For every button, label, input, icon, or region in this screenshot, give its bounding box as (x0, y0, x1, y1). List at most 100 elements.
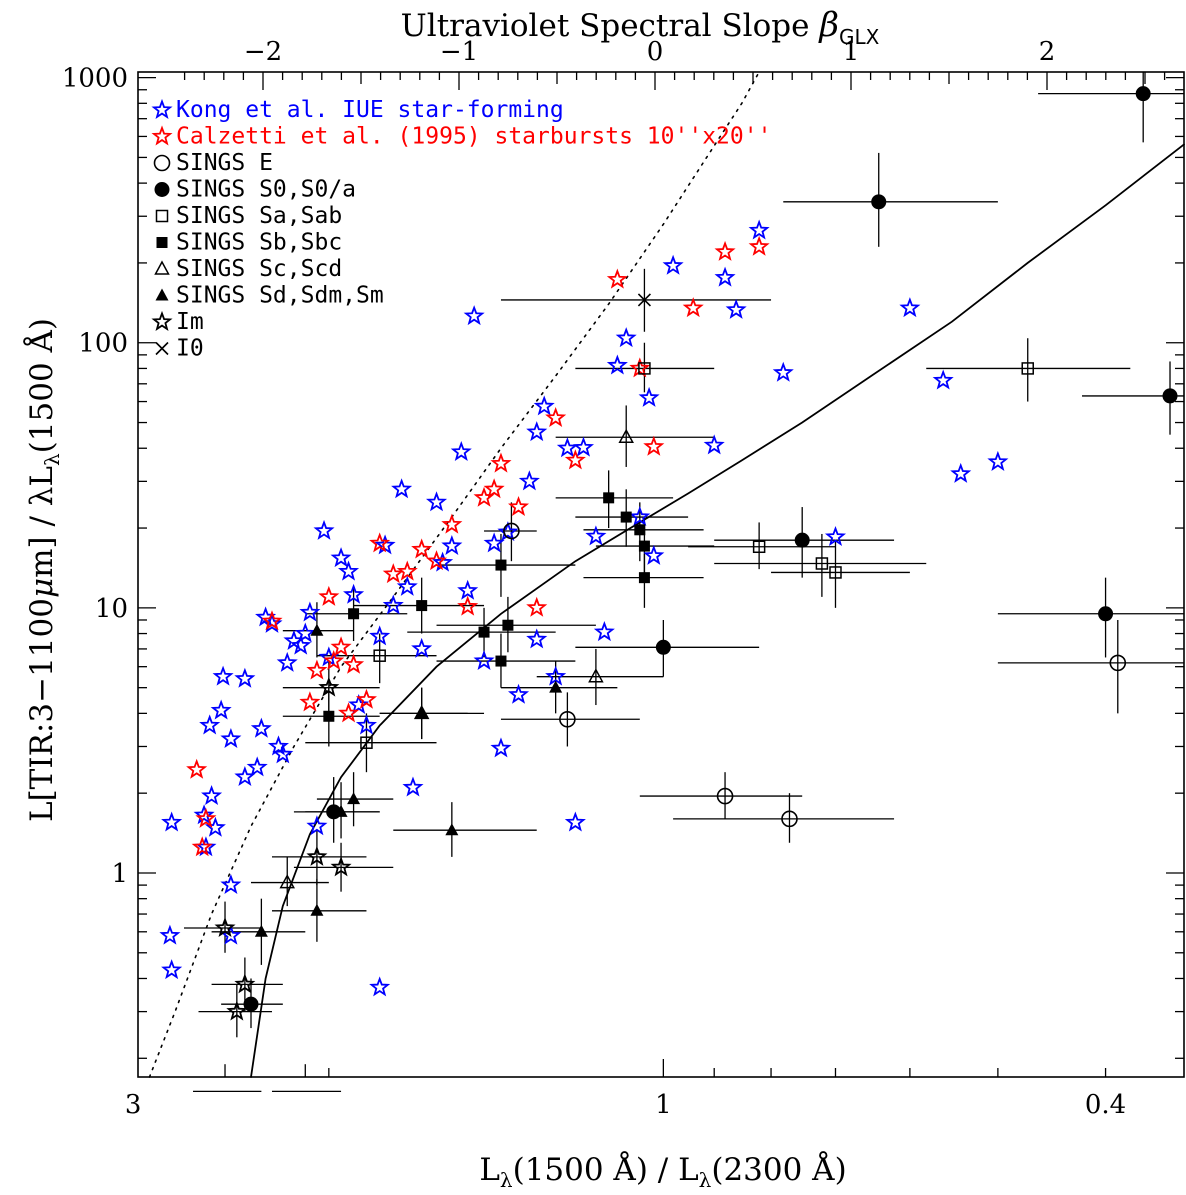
solid-model-curve (250, 143, 1185, 1078)
data-point-kong (497, 521, 519, 542)
legend-marker-sa (155, 209, 169, 223)
data-point-s0 (1162, 388, 1178, 404)
data-point-kong (725, 298, 747, 319)
data-point-kong (402, 776, 424, 797)
data-point-calzetti (490, 452, 512, 473)
data-point-im (306, 845, 328, 866)
data-point-kong (526, 421, 548, 442)
data-point-kong (272, 743, 294, 764)
data-point-kong (490, 737, 512, 758)
data-point-e (781, 810, 798, 828)
y-tick-label: 10 (95, 594, 128, 624)
data-point-sc (279, 874, 296, 889)
legend-marker-sd (155, 288, 169, 301)
data-point-e (503, 522, 520, 540)
data-point-calzetti (629, 357, 651, 378)
data-point-kong (950, 462, 972, 483)
data-point-kong (629, 505, 651, 527)
data-point-calzetti (682, 297, 704, 318)
data-point-calzetti (343, 653, 365, 674)
data-point-kong (382, 594, 404, 615)
data-point-calzetti (441, 513, 463, 534)
data-point-kong (199, 714, 221, 735)
top-tick-label: 0 (647, 37, 664, 67)
top-tick-label: 2 (1039, 37, 1056, 67)
data-point-kong (572, 436, 595, 457)
data-point-sb (495, 559, 507, 571)
data-point-kong (473, 649, 495, 671)
data-point-sc (588, 668, 604, 683)
data-point-calzetti (355, 688, 377, 709)
data-point-kong (564, 811, 586, 832)
data-point-kong (411, 637, 433, 658)
data-point-im (234, 973, 256, 994)
data-point-kong (585, 525, 607, 546)
top-tick-label: −2 (244, 37, 282, 67)
data-point-kong (432, 551, 454, 572)
legend-label-sd: SINGS Sd,Sdm,Sm (176, 283, 384, 309)
data-point-calzetti (425, 550, 448, 571)
data-point-kong (772, 361, 794, 382)
data-point-kong (615, 327, 637, 348)
data-point-kong (518, 470, 540, 491)
data-point-e (559, 710, 576, 728)
data-point-e (1109, 654, 1127, 672)
data-point-sb (323, 710, 335, 722)
data-point-kong (212, 665, 234, 686)
y-tick-label: 1 (111, 859, 128, 889)
legend-marker-i0 (155, 341, 169, 356)
data-point-kong (343, 583, 365, 604)
data-point-calzetti (186, 758, 208, 779)
data-point-kong (234, 667, 256, 688)
data-point-sb (634, 524, 646, 536)
data-point-kong (606, 354, 628, 375)
data-point-calzetti (318, 585, 340, 606)
data-point-im (330, 856, 352, 877)
legend-marker-calzetti (151, 125, 173, 146)
data-point-kong (463, 305, 485, 326)
legend-label-sc: SINGS Sc,Scd (176, 256, 342, 282)
data-point-calzetti (507, 495, 530, 517)
legend-marker-im (151, 310, 173, 331)
data-point-sa (752, 540, 766, 554)
data-point-kong (250, 717, 272, 738)
data-point-kong (483, 532, 505, 553)
data-point-calzetti (483, 478, 505, 499)
data-point-kong (276, 651, 298, 672)
data-point-calzetti (545, 406, 567, 427)
data-point-s0 (1135, 86, 1151, 102)
data-point-calzetti (195, 807, 217, 828)
data-point-kong (210, 699, 232, 720)
data-point-kong (932, 369, 954, 390)
data-point-im (318, 676, 340, 697)
data-point-calzetti (369, 532, 391, 553)
data-point-kong (593, 621, 615, 642)
data-point-s0 (1098, 606, 1114, 622)
data-point-kong (338, 560, 360, 581)
data-point-kong (313, 519, 335, 540)
data-point-e (716, 787, 734, 805)
data-point-sc (618, 428, 634, 444)
data-point-kong (220, 924, 242, 945)
legend-label-calzetti: Calzetti et al. (1995) starbursts 10''x2… (176, 124, 771, 150)
data-point-kong (220, 727, 242, 749)
data-point-kong (714, 266, 736, 287)
legend-marker-sb (156, 237, 168, 248)
data-point-kong (306, 815, 328, 836)
data-point-calzetti (396, 560, 418, 581)
data-point-kong (267, 735, 289, 756)
data-point-sb (495, 655, 507, 667)
data-point-sa (815, 557, 829, 570)
legend-label-im: Im (176, 309, 204, 335)
data-point-sb (638, 572, 650, 584)
top-tick-label: −1 (440, 37, 478, 67)
data-point-kong (824, 525, 847, 546)
data-point-kong (638, 386, 660, 407)
legend-marker-e (153, 154, 171, 172)
data-point-calzetti (748, 235, 770, 256)
data-point-kong (348, 693, 370, 714)
data-point-kong (246, 756, 268, 777)
data-point-kong (450, 440, 472, 462)
